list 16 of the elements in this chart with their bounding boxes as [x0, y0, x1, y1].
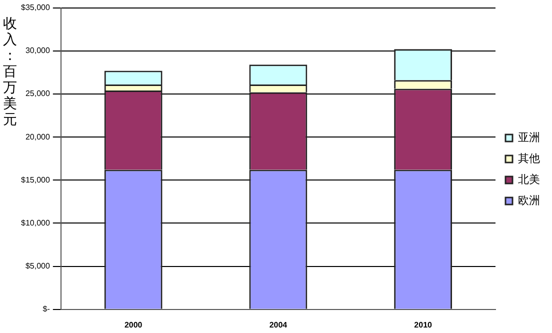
y-tick-label: 30,000	[25, 46, 50, 56]
y-tick-label: $-	[42, 304, 50, 314]
legend-label: 北美	[518, 173, 540, 186]
y-axis-title: 收入：百万美元	[2, 16, 18, 128]
x-tick-label: 2000	[124, 320, 143, 330]
x-tick-label: 2004	[269, 320, 288, 330]
y-tick-label: $5,000	[25, 262, 50, 271]
y-tick-label: $10,000	[20, 218, 50, 228]
y-tick-label: 25,000	[25, 89, 50, 98]
legend-label: 欧洲	[518, 194, 540, 208]
legend-label: 亚洲	[518, 131, 540, 144]
x-tick-label: 2010	[414, 320, 433, 330]
legend-label: 其他	[518, 152, 540, 166]
y-tick-label: 20,000	[25, 132, 50, 142]
y-tick-label: $35,000	[20, 3, 50, 12]
y-tick-label: $15,000	[20, 175, 50, 184]
